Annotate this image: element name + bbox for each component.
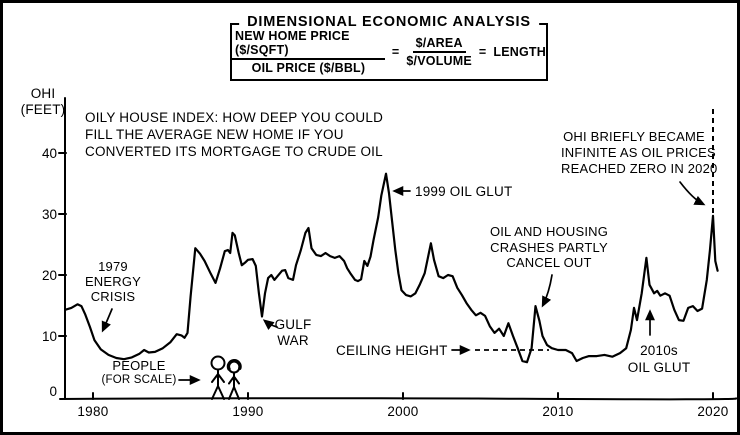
formula-denominator-1: OIL PRICE ($/BBL) [251, 61, 366, 75]
y-tick-40: 40 [41, 146, 57, 161]
x-tick-2000: 2000 [387, 404, 419, 419]
y-tick-0: 0 [49, 384, 57, 399]
y-axis-ticks [58, 152, 67, 337]
x-tick-1990: 1990 [232, 404, 264, 419]
annotation-oil-glut-1999: 1999 OIL GLUT [415, 184, 513, 199]
annotation-infinite-2020: OHI BRIEFLY BECAME INFINITE AS OIL PRICE… [561, 129, 718, 176]
annotation-gulf-war: GULF WAR [274, 317, 312, 348]
y-tick-30: 30 [41, 207, 57, 222]
formula-equals-2: = [478, 45, 487, 59]
energy-crisis-arrow [101, 308, 113, 333]
y-tick-20: 20 [41, 268, 57, 283]
y-tick-10: 10 [41, 329, 57, 344]
x-tick-1980: 1980 [77, 404, 109, 419]
formula-box: DIMENSIONAL ECONOMIC ANALYSIS NEW HOME P… [230, 14, 548, 81]
gulf-war-arrow [262, 319, 278, 331]
x-tick-2010: 2010 [542, 404, 574, 419]
chart-description: OILY HOUSE INDEX: HOW DEEP YOU COULD FIL… [85, 110, 384, 159]
annotation-energy-crisis: 1979 ENERGY CRISIS [84, 259, 142, 304]
infinite-arrow [679, 181, 706, 206]
formula-denominator-2: $/VOLUME [406, 54, 472, 68]
crashes-arrow [541, 274, 553, 308]
formula-box-title: DIMENSIONAL ECONOMIC ANALYSIS [239, 14, 539, 30]
formula-result: LENGTH [493, 45, 546, 59]
stick-figure-cueball [210, 355, 226, 400]
annotation-ceiling-height: CEILING HEIGHT [336, 343, 448, 358]
ohi-curve [63, 172, 719, 364]
x-tick-2020: 2020 [697, 404, 729, 419]
x-axis-line [59, 397, 737, 401]
formula-equals-1: = [391, 45, 400, 59]
formula-fraction-2: $/AREA $/VOLUME [406, 36, 472, 68]
annotation-oil-glut-2010s: 2010s OIL GLUT [627, 343, 691, 375]
y-axis-label: OHI (FEET) [20, 86, 66, 118]
chart-canvas [58, 97, 737, 401]
stick-figure-megan [226, 359, 242, 400]
formula-fraction-1: NEW HOME PRICE ($/SQFT) OIL PRICE ($/BBL… [232, 29, 385, 75]
annotation-crashes-cancel: OIL AND HOUSING CRASHES PARTLY CANCEL OU… [489, 224, 609, 270]
x-axis-ticks [92, 392, 714, 400]
annotation-people: PEOPLE (FOR SCALE) [101, 358, 177, 386]
formula-numerator-1: NEW HOME PRICE ($/SQFT) [232, 29, 385, 60]
formula-numerator-2: $/AREA [412, 36, 466, 53]
